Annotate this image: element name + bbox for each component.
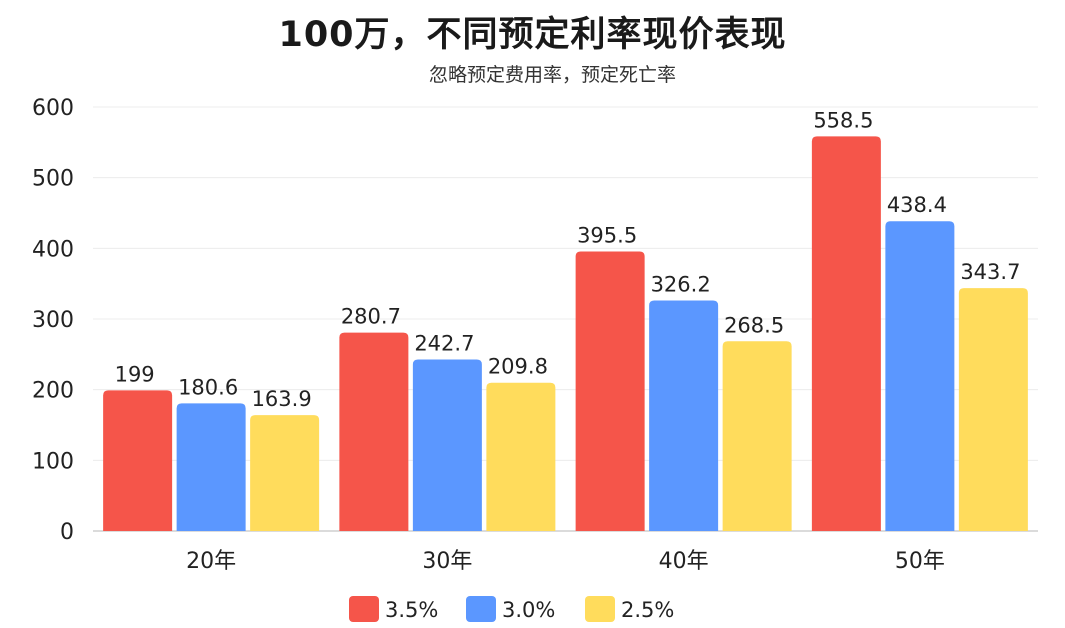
data-label: 438.4 — [887, 193, 947, 217]
bar-2.5%-30年 — [486, 382, 556, 531]
data-label: 180.6 — [178, 375, 238, 399]
legend-swatch — [349, 596, 379, 622]
data-label: 163.9 — [252, 387, 312, 411]
data-label: 280.7 — [341, 305, 401, 329]
data-label: 199 — [115, 362, 155, 386]
bar-3.5%-30年 — [339, 332, 409, 531]
data-label: 326.2 — [651, 272, 711, 296]
x-tick-label: 30年 — [422, 549, 472, 574]
bar-3.5%-40年 — [575, 251, 645, 531]
bar-3.0%-30年 — [412, 359, 482, 531]
bar-3.5%-20年 — [103, 390, 173, 531]
data-label: 558.5 — [813, 108, 873, 132]
legend-swatch — [466, 596, 496, 622]
y-tick-label: 0 — [60, 520, 74, 545]
data-label: 268.5 — [724, 313, 784, 337]
bar-3.0%-20年 — [176, 403, 246, 531]
legend-label: 3.5% — [385, 598, 438, 622]
legend-label: 2.5% — [621, 598, 674, 622]
legend-swatch — [585, 596, 615, 622]
data-label: 395.5 — [577, 224, 637, 248]
chart-title: 100万，不同预定利率现价表现 — [278, 15, 787, 55]
bar-3.0%-50年 — [885, 221, 955, 531]
bar-2.5%-50年 — [958, 288, 1028, 531]
y-tick-label: 600 — [32, 96, 74, 121]
data-label: 209.8 — [488, 355, 548, 379]
chart-subtitle: 忽略预定费用率，预定死亡率 — [428, 64, 676, 86]
y-tick-label: 300 — [32, 308, 74, 333]
data-label: 343.7 — [960, 260, 1020, 284]
x-tick-label: 40年 — [659, 549, 709, 574]
bar-2.5%-20年 — [250, 415, 320, 531]
bar-3.5%-50年 — [811, 136, 881, 531]
y-tick-label: 200 — [32, 379, 74, 404]
bar-3.0%-40年 — [649, 300, 719, 531]
y-tick-label: 100 — [32, 449, 74, 474]
legend-label: 3.0% — [502, 598, 555, 622]
bar-2.5%-40年 — [722, 341, 792, 531]
y-tick-label: 400 — [32, 237, 74, 262]
y-tick-label: 500 — [32, 167, 74, 192]
data-label: 242.7 — [414, 331, 474, 355]
x-tick-label: 20年 — [186, 549, 236, 574]
x-tick-label: 50年 — [895, 549, 945, 574]
